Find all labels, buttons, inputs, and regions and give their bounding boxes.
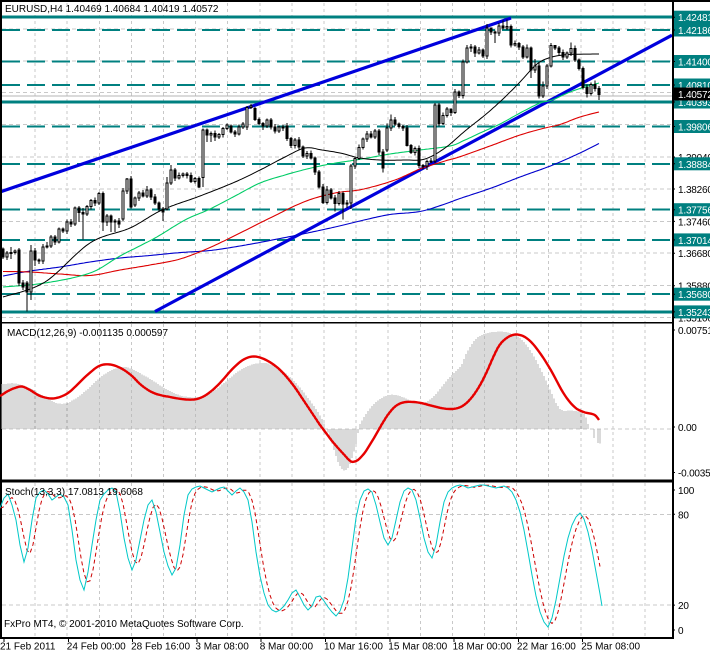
svg-text:1.35100: 1.35100 xyxy=(678,313,710,324)
svg-text:100: 100 xyxy=(678,486,695,497)
svg-text:FxPro MT4, © 2001-2010 MetaQuo: FxPro MT4, © 2001-2010 MetaQuotes Softwa… xyxy=(4,619,244,630)
svg-text:1.42481: 1.42481 xyxy=(678,13,710,24)
svg-text:28 Feb 16:00: 28 Feb 16:00 xyxy=(131,642,190,653)
svg-text:1.42186: 1.42186 xyxy=(678,26,710,37)
svg-text:0.00751: 0.00751 xyxy=(678,326,710,337)
svg-text:1.35880: 1.35880 xyxy=(678,282,710,293)
svg-text:MACD(12,26,9) -0.001135 0.0005: MACD(12,26,9) -0.001135 0.000597 xyxy=(7,328,168,339)
svg-text:1.36680: 1.36680 xyxy=(678,249,710,260)
svg-text:1.37014: 1.37014 xyxy=(678,236,710,247)
svg-text:1.35243: 1.35243 xyxy=(678,308,710,319)
svg-text:1.40810: 1.40810 xyxy=(678,81,710,92)
svg-text:1.37756: 1.37756 xyxy=(678,206,710,217)
svg-text:1.35680: 1.35680 xyxy=(678,290,710,301)
svg-text:10 Mar 16:00: 10 Mar 16:00 xyxy=(324,642,383,653)
svg-text:EURUSD,H4 1.40469 1.40684 1.4: EURUSD,H4 1.40469 1.40684 1.40419 1.4057… xyxy=(5,4,219,15)
svg-text:25 Mar 08:00: 25 Mar 08:00 xyxy=(581,642,640,653)
svg-text:1.39806: 1.39806 xyxy=(678,123,710,134)
svg-text:18 Mar 00:00: 18 Mar 00:00 xyxy=(453,642,512,653)
svg-text:1.37460: 1.37460 xyxy=(678,217,710,228)
svg-text:1.38884: 1.38884 xyxy=(678,160,710,171)
svg-text:22 Mar 16:00: 22 Mar 16:00 xyxy=(517,642,576,653)
svg-text:1.41400: 1.41400 xyxy=(678,58,710,69)
svg-text:1.40572: 1.40572 xyxy=(678,90,710,101)
svg-text:20: 20 xyxy=(678,601,689,612)
svg-text:24 Feb 00:00: 24 Feb 00:00 xyxy=(67,642,126,653)
svg-text:8 Mar 00:00: 8 Mar 00:00 xyxy=(260,642,314,653)
svg-text:1.40393: 1.40393 xyxy=(678,98,710,109)
svg-text:0: 0 xyxy=(678,626,684,637)
svg-text:21 Feb 2011: 21 Feb 2011 xyxy=(0,642,56,653)
svg-text:80: 80 xyxy=(678,510,689,521)
svg-text:15 Mar 08:00: 15 Mar 08:00 xyxy=(388,642,447,653)
svg-text:1.38260: 1.38260 xyxy=(678,185,710,196)
svg-text:Stoch(13,3,3) 17.0813 19.6068: Stoch(13,3,3) 17.0813 19.6068 xyxy=(5,487,143,498)
svg-text:3 Mar 08:00: 3 Mar 08:00 xyxy=(195,642,249,653)
svg-text:-0.00354: -0.00354 xyxy=(678,469,710,480)
svg-text:0.00: 0.00 xyxy=(678,423,697,434)
